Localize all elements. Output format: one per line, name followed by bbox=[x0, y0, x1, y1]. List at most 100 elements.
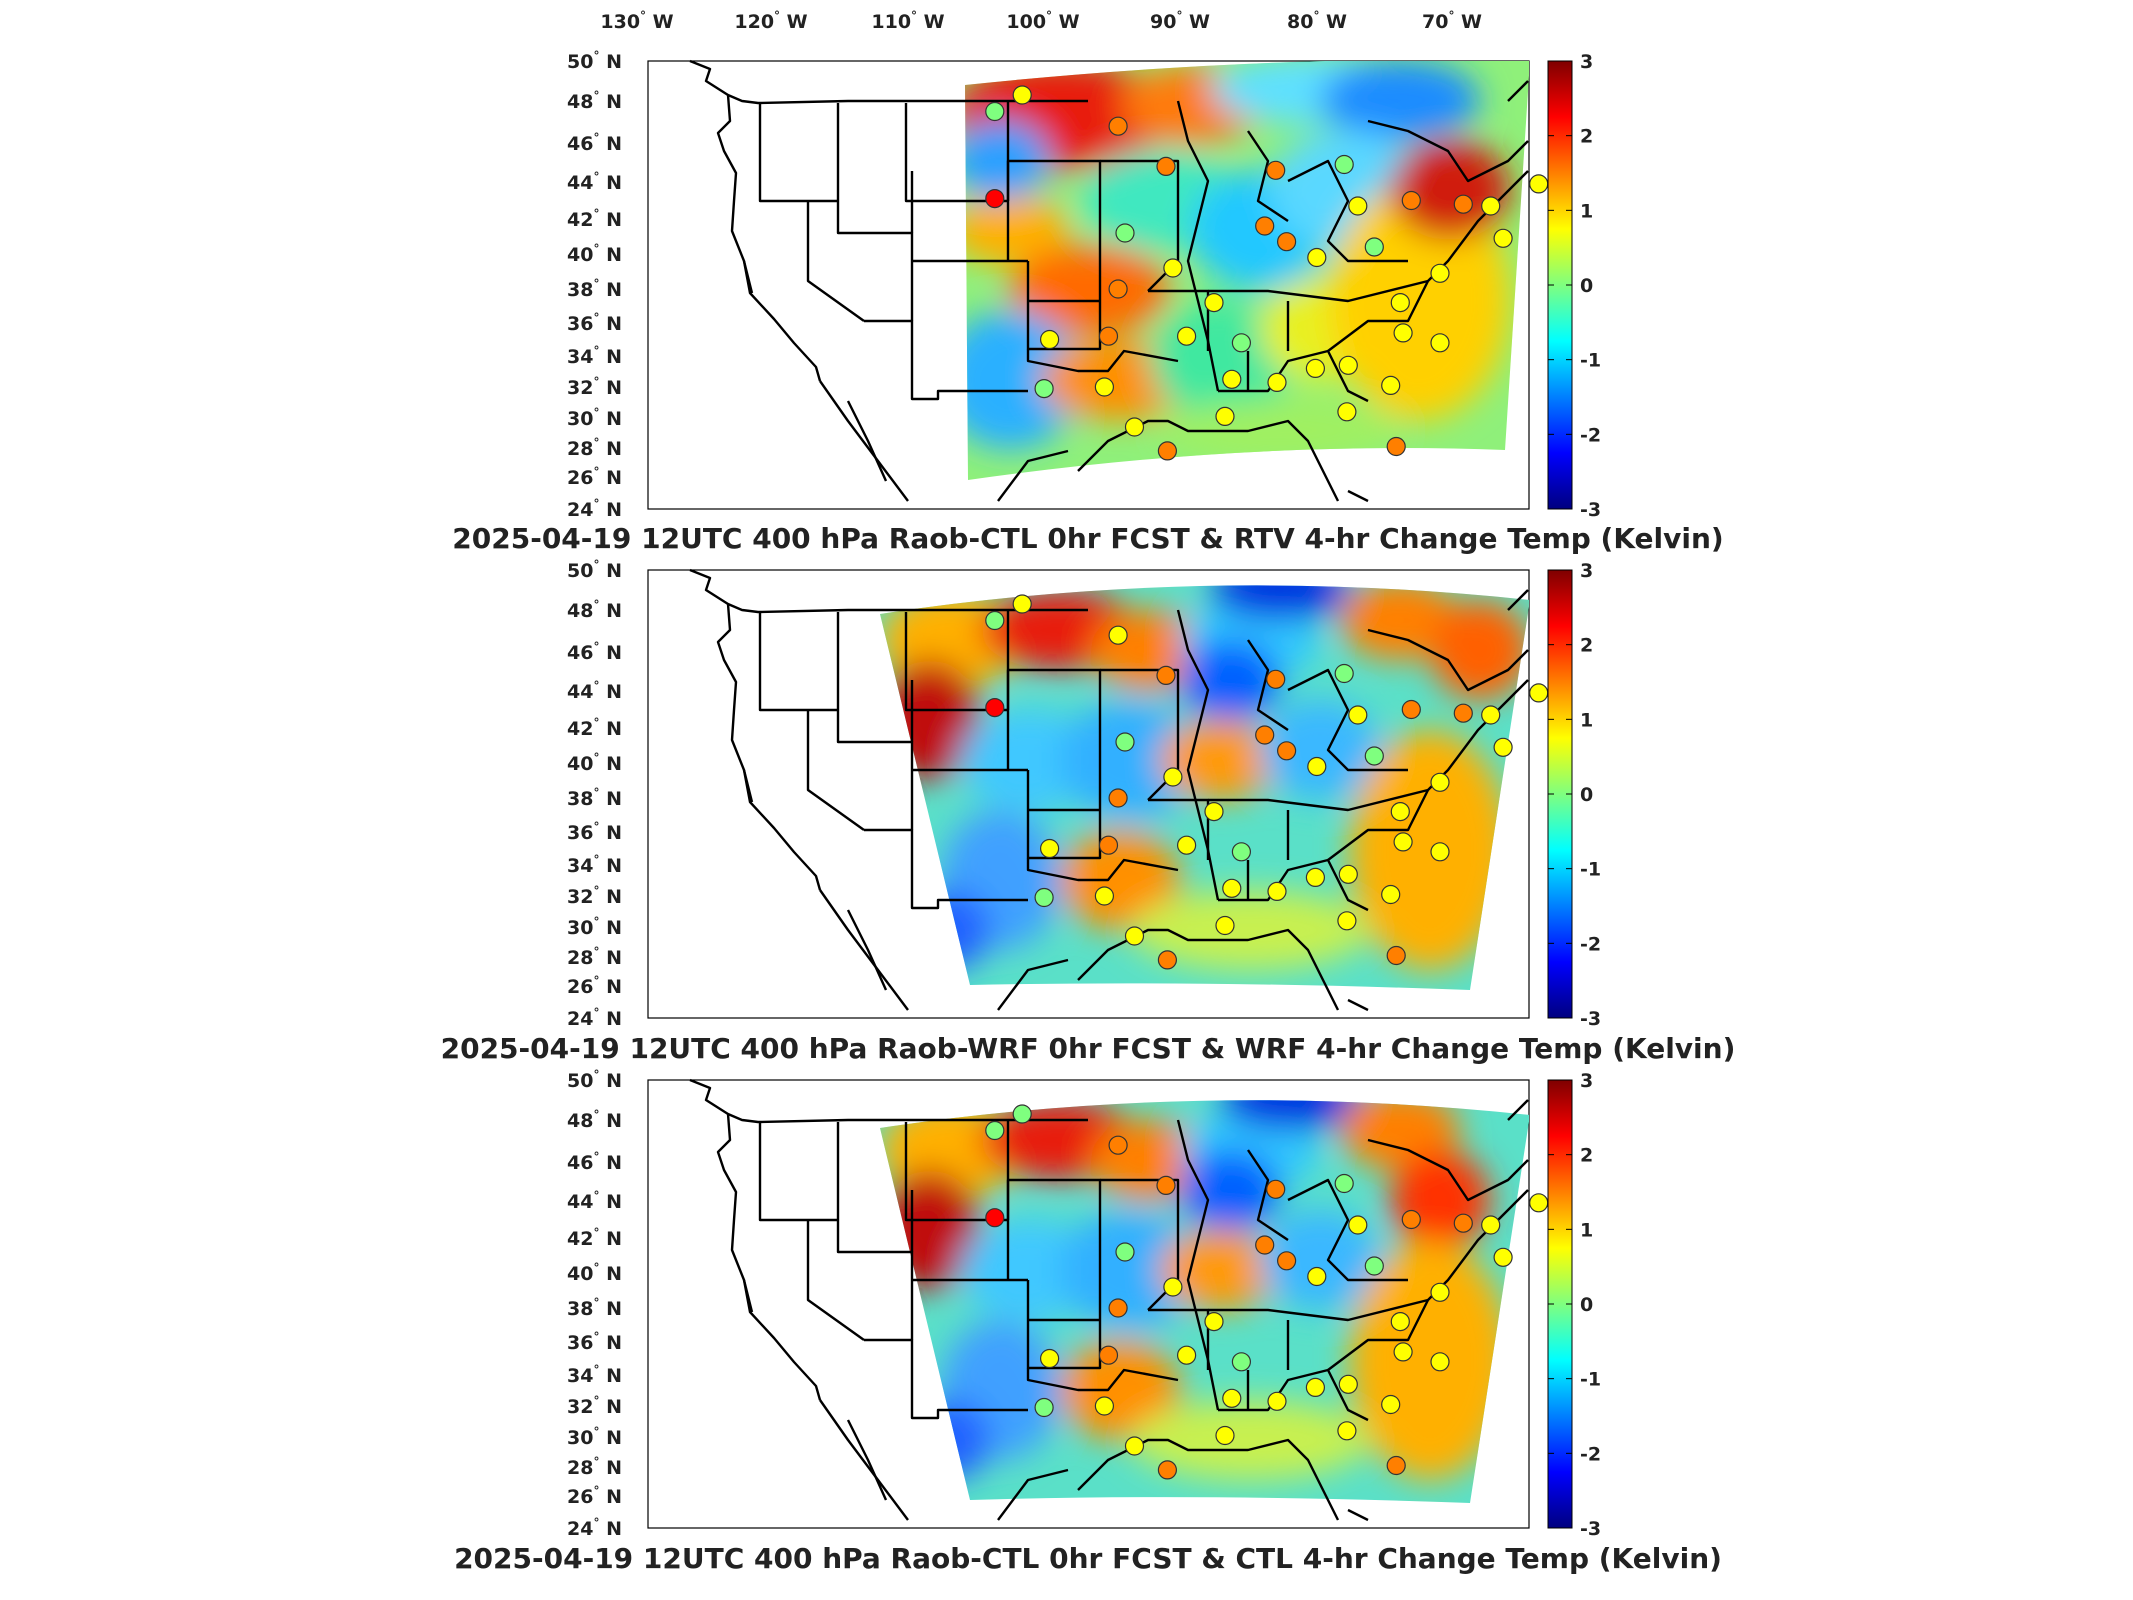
raob-stations bbox=[985, 1104, 1549, 1480]
raob-station-marker bbox=[1266, 669, 1286, 689]
colorbar-tick-label: -1 bbox=[1580, 859, 1601, 881]
boundary-line bbox=[836, 1122, 914, 1340]
raob-station-marker bbox=[1222, 1388, 1242, 1408]
raob-station-marker bbox=[1390, 801, 1410, 822]
boundary-line bbox=[846, 1419, 888, 1501]
raob-station-marker bbox=[1176, 1345, 1197, 1365]
boundary-line bbox=[758, 103, 838, 203]
boundary-line bbox=[836, 612, 914, 830]
raob-station-marker bbox=[985, 697, 1005, 718]
latitude-tick-label: 36° N bbox=[567, 820, 622, 844]
raob-station-marker bbox=[1338, 864, 1358, 884]
boundary-line bbox=[819, 889, 909, 1011]
raob-station-marker bbox=[985, 1208, 1005, 1228]
boundary-line bbox=[819, 380, 909, 502]
colorbar-tick-label: -1 bbox=[1580, 1369, 1601, 1391]
latitude-tick-label: 50° N bbox=[567, 49, 622, 73]
colorbar-tick-label: 0 bbox=[1580, 1294, 1593, 1316]
latitude-tick-label: 32° N bbox=[567, 1394, 622, 1418]
boundary-line bbox=[716, 603, 822, 891]
raob-station-marker bbox=[1204, 1311, 1224, 1332]
latitude-tick-label: 26° N bbox=[567, 465, 622, 489]
basemap-lines bbox=[689, 568, 1529, 1012]
raob-station-marker bbox=[1115, 1242, 1135, 1262]
boundary-line bbox=[716, 94, 822, 382]
raob-station-marker bbox=[1231, 1352, 1252, 1372]
latitude-tick-label: 40° N bbox=[567, 1261, 622, 1285]
raob-station-marker bbox=[1393, 323, 1413, 343]
boundary-line bbox=[997, 449, 1069, 502]
raob-station-marker bbox=[1381, 375, 1401, 395]
latitude-tick-label: 24° N bbox=[567, 1516, 622, 1540]
boundary-line bbox=[1218, 1368, 1369, 1422]
boundary-line bbox=[846, 909, 888, 991]
raob-station-marker bbox=[1493, 737, 1513, 757]
boundary-line bbox=[864, 1338, 1028, 1420]
raob-station-marker bbox=[1305, 1377, 1326, 1398]
raob-station-marker bbox=[1108, 279, 1128, 299]
panel-title: 2025-04-19 12UTC 400 hPa Raob-CTL 0hr FC… bbox=[452, 522, 1723, 555]
boundary-line bbox=[758, 1122, 838, 1222]
raob-station-marker bbox=[1481, 1215, 1501, 1235]
raob-station-marker bbox=[1222, 878, 1242, 898]
latitude-tick-label: 42° N bbox=[567, 1226, 622, 1250]
boundary-line bbox=[758, 612, 838, 712]
raob-station-marker bbox=[1115, 732, 1135, 752]
panel-title: 2025-04-19 12UTC 400 hPa Raob-WRF 0hr FC… bbox=[441, 1032, 1736, 1065]
latitude-tick-label: 36° N bbox=[567, 311, 622, 335]
latitude-tick-label: 30° N bbox=[567, 1425, 622, 1449]
raob-station-marker bbox=[1215, 1425, 1235, 1446]
boundary-line bbox=[1208, 279, 1429, 303]
boundary-line bbox=[689, 568, 1088, 614]
latitude-tick-label: 40° N bbox=[567, 751, 622, 775]
raob-station-marker bbox=[1338, 355, 1358, 375]
colorbar: 3 2 1 0 -1 -2 -3 bbox=[1547, 560, 1601, 1030]
raob-station-marker bbox=[1453, 703, 1473, 723]
raob-station-marker bbox=[1176, 326, 1197, 346]
boundary-line bbox=[742, 260, 754, 294]
raob-station-marker bbox=[1276, 741, 1297, 761]
raob-station-marker bbox=[1364, 237, 1384, 257]
latitude-tick-label: 42° N bbox=[567, 207, 622, 231]
colorbar-tick-label: -1 bbox=[1580, 350, 1601, 372]
raob-station-marker bbox=[985, 610, 1005, 631]
latitude-tick-label: 50° N bbox=[567, 558, 622, 582]
boundary-line bbox=[1176, 100, 1220, 392]
boundary-line bbox=[1367, 1138, 1529, 1202]
boundary-line bbox=[1247, 1149, 1289, 1241]
latitude-tick-label: 24° N bbox=[567, 497, 622, 521]
raob-station-marker bbox=[1529, 174, 1549, 194]
raob-station-marker bbox=[1176, 835, 1197, 855]
latitude-tick-label: 48° N bbox=[567, 1108, 622, 1132]
latitude-tick-label: 30° N bbox=[567, 915, 622, 939]
raob-station-marker bbox=[1493, 228, 1513, 248]
raob-station-marker bbox=[1039, 1348, 1060, 1369]
raob-station-marker bbox=[1156, 1175, 1176, 1196]
colorbar-tick-label: 2 bbox=[1580, 635, 1593, 657]
raob-station-marker bbox=[1034, 1397, 1054, 1418]
basemap-lines bbox=[689, 59, 1529, 503]
raob-station-marker bbox=[1012, 85, 1032, 105]
colorbar-tick-label: 1 bbox=[1580, 1219, 1593, 1241]
raob-station-marker bbox=[1098, 326, 1119, 346]
raob-station-marker bbox=[1124, 1436, 1145, 1456]
longitude-tick-label: 120° W bbox=[734, 9, 807, 33]
boundary-line bbox=[1026, 770, 1102, 860]
raob-station-marker bbox=[1529, 683, 1549, 703]
raob-station-marker bbox=[1094, 1396, 1115, 1416]
raob-station-marker bbox=[1481, 705, 1501, 725]
boundary-line bbox=[904, 1122, 1008, 1222]
raob-station-marker bbox=[1163, 1277, 1183, 1297]
raob-station-marker bbox=[1094, 377, 1115, 397]
boundary-line bbox=[1006, 668, 1102, 770]
latitude-tick-label: 34° N bbox=[567, 344, 622, 368]
raob-station-marker bbox=[1430, 263, 1450, 283]
boundary-line bbox=[1006, 159, 1102, 261]
raob-station-marker bbox=[1034, 379, 1054, 399]
boundary-line bbox=[997, 958, 1069, 1011]
latitude-labels: 50° N 48° N 46° N 44° N 42° N 40° N 38° N 36° N… bbox=[567, 558, 622, 1030]
boundary-line bbox=[1026, 349, 1179, 373]
raob-station-marker bbox=[1215, 915, 1235, 936]
latitude-tick-label: 28° N bbox=[567, 945, 622, 969]
latitude-tick-label: 46° N bbox=[567, 1150, 622, 1174]
